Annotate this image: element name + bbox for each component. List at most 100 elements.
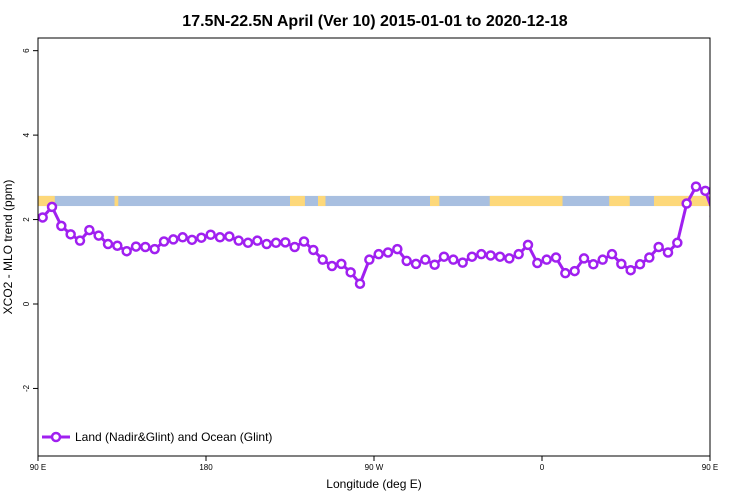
data-point (84, 224, 95, 236)
data-point (74, 235, 86, 246)
data-point (569, 265, 580, 277)
data-point (709, 214, 710, 220)
data-point (46, 201, 58, 213)
land-segment (318, 195, 326, 207)
legend-marker-swatch (50, 431, 62, 443)
y-axis-label: XCO2 - MLO trend (ppm) (1, 180, 15, 315)
land-segment (489, 195, 563, 207)
data-point (729, 223, 737, 231)
data-point (634, 259, 646, 270)
y-tick-label: 2 (22, 217, 31, 222)
data-point (616, 258, 627, 270)
y-tick-label: 4 (22, 132, 31, 137)
data-point (289, 241, 300, 253)
data-point (196, 232, 207, 243)
data-point (140, 241, 151, 253)
data-point (532, 257, 543, 269)
y-tick-label: -2 (22, 384, 31, 392)
data-point (242, 237, 254, 249)
legend: Land (Nadir&Glint) and Ocean (Glint) (42, 430, 272, 444)
land-ocean-strip (38, 195, 710, 207)
data-point (112, 240, 123, 251)
data-point (644, 252, 655, 263)
data-point (429, 259, 440, 270)
y-tick-label: 6 (22, 48, 31, 53)
data-point (662, 247, 674, 258)
data-point (504, 253, 515, 264)
data-point (653, 241, 664, 253)
legend-label: Land (Nadir&Glint) and Ocean (Glint) (75, 430, 272, 444)
land-segment (290, 195, 305, 207)
data-point (177, 232, 188, 243)
data-point (280, 237, 291, 248)
data-point (476, 248, 487, 260)
land-segment (609, 195, 630, 207)
land-segment (654, 195, 710, 207)
data-point (130, 241, 142, 252)
data-point (681, 198, 692, 209)
data-point (317, 254, 328, 265)
x-tick-label: 0 (540, 463, 545, 472)
data-point (93, 230, 104, 241)
data-point (186, 234, 198, 246)
data-point (606, 248, 618, 260)
data-point (457, 257, 468, 268)
data-point (438, 251, 450, 262)
data-point (65, 229, 76, 240)
data-point (739, 230, 747, 238)
data-point (494, 251, 506, 262)
data-point (578, 253, 590, 264)
data-point (252, 235, 263, 246)
data-point (373, 248, 384, 260)
data-point (298, 236, 310, 247)
data-point (158, 236, 170, 247)
ocean-band (38, 195, 710, 207)
data-point (541, 254, 552, 265)
land-segment (114, 195, 119, 207)
data-point (420, 254, 431, 265)
data-point (448, 254, 459, 265)
data-point (550, 252, 562, 263)
x-axis-label: Longitude (deg E) (326, 477, 421, 491)
data-point (205, 229, 216, 241)
data-point (121, 245, 132, 257)
data-point (233, 235, 244, 246)
data-point (326, 260, 338, 272)
data-point (345, 267, 356, 278)
series-layer (38, 181, 747, 289)
x-tick-label: 90 E (702, 463, 718, 472)
data-point (401, 255, 412, 267)
data-point (522, 239, 534, 251)
x-tick-label: 180 (199, 463, 213, 472)
data-point (513, 248, 524, 260)
data-point (149, 243, 160, 255)
data-point (700, 185, 710, 197)
data-point (672, 237, 683, 249)
land-segment (38, 195, 55, 207)
x-tick-label: 90 W (365, 463, 384, 472)
data-point (270, 237, 282, 249)
data-point (588, 259, 599, 270)
data-point (261, 238, 272, 250)
y-tick-label: 0 (22, 301, 31, 306)
x-tick-label: 90 E (30, 463, 46, 472)
data-point (560, 267, 571, 279)
data-point (597, 254, 608, 265)
data-point (364, 254, 375, 265)
data-point (102, 238, 114, 250)
data-point (382, 247, 394, 258)
data-point (466, 251, 478, 262)
data-point (56, 220, 67, 232)
data-point (336, 258, 347, 270)
data-point (214, 232, 226, 243)
chart-title: 17.5N-22.5N April (Ver 10) 2015-01-01 to… (182, 13, 568, 30)
data-point (690, 181, 702, 192)
data-point (625, 264, 636, 276)
data-point (720, 202, 728, 210)
data-point (410, 258, 422, 270)
land-segment (430, 195, 440, 207)
data-point (38, 212, 48, 223)
data-point (168, 234, 179, 245)
